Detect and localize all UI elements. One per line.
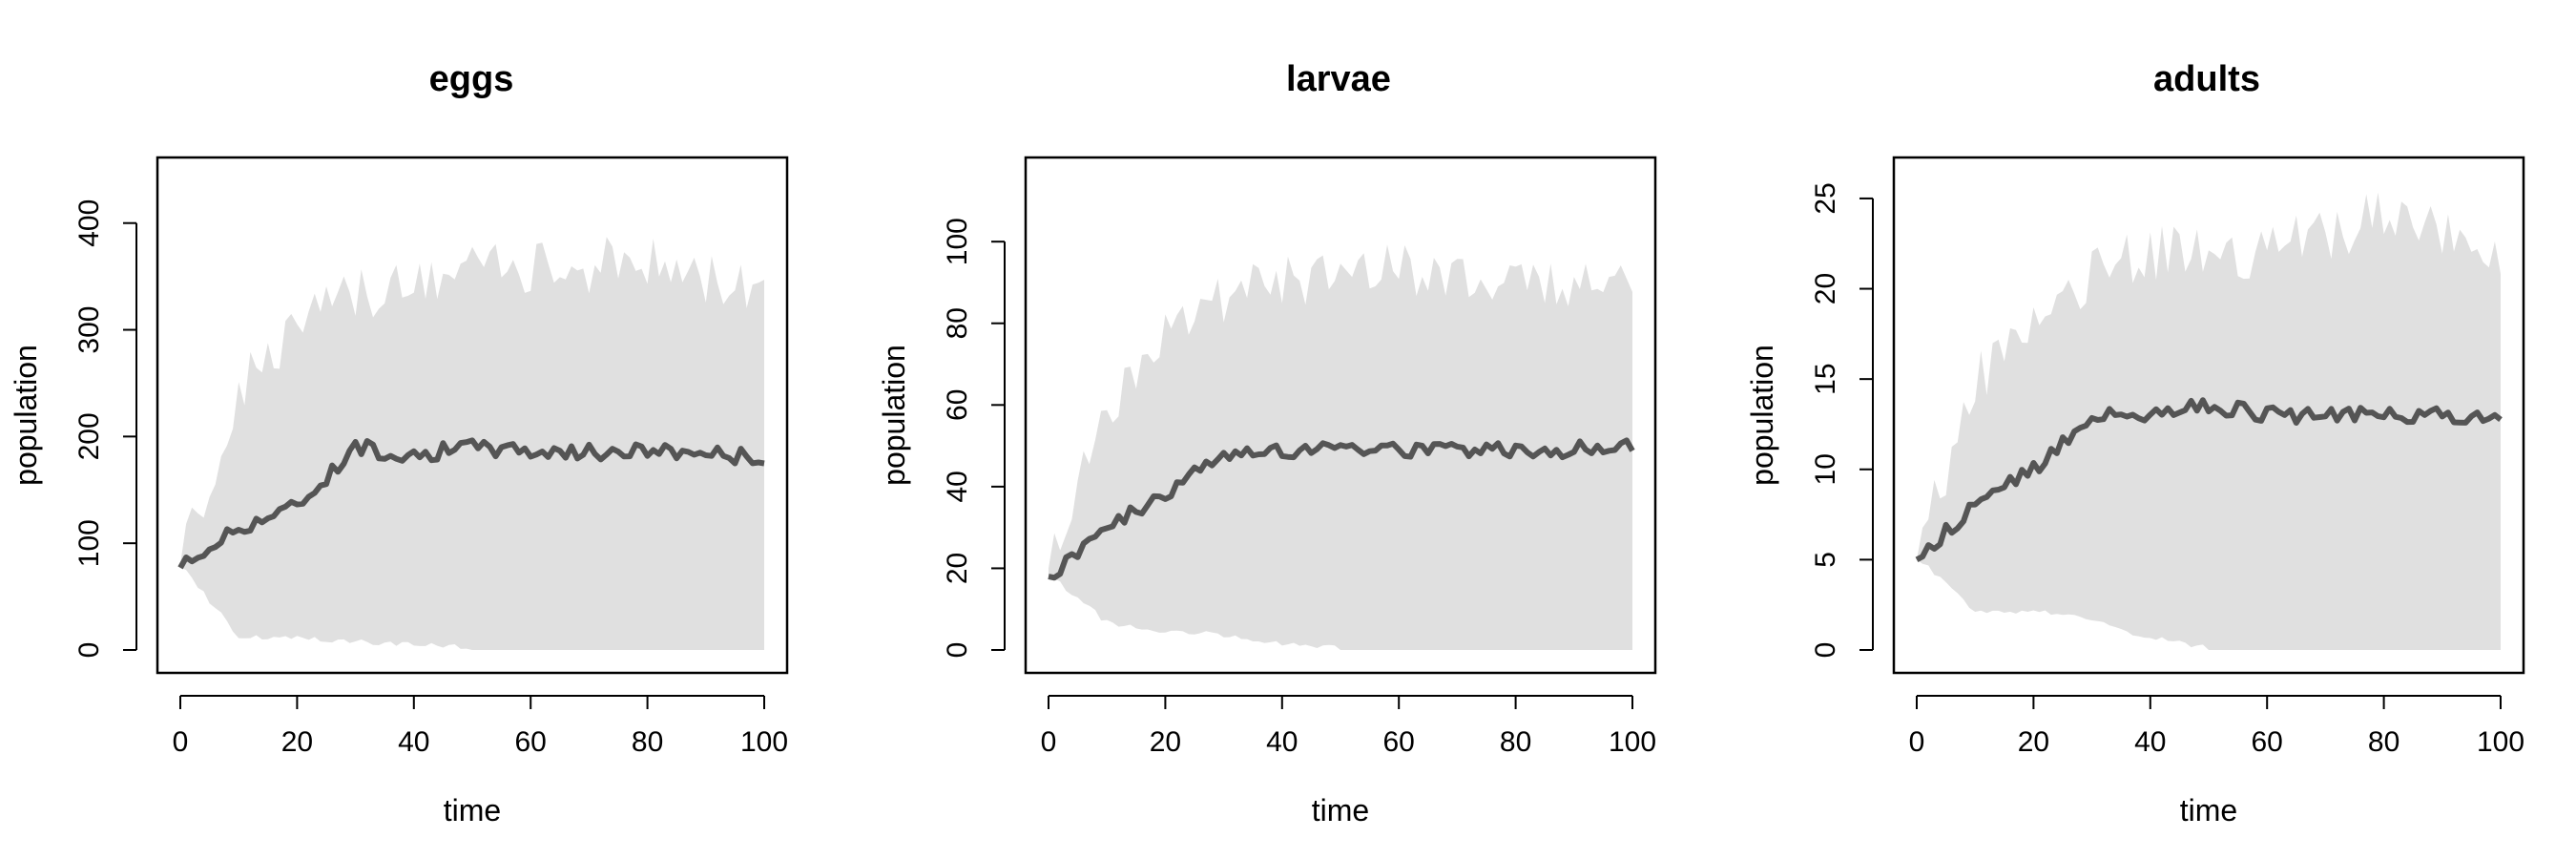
y-tick-label: 60 xyxy=(942,389,973,421)
mean-line xyxy=(177,437,765,570)
y-tick-label: 0 xyxy=(1810,642,1841,659)
y-tick-label: 0 xyxy=(942,642,973,659)
x-tick-label: 60 xyxy=(1383,726,1415,758)
x-tick-label: 80 xyxy=(632,726,663,758)
plot-frame xyxy=(156,156,789,675)
x-axis: 0 20 40 60 80 100 xyxy=(1041,695,1656,758)
x-tick-label: 20 xyxy=(2018,726,2049,758)
y-tick-label: 0 xyxy=(73,642,105,659)
x-tick-label: 0 xyxy=(1909,726,1925,758)
plot-area xyxy=(177,237,765,651)
x-tick-label: 0 xyxy=(1041,726,1057,758)
x-tick-label: 100 xyxy=(740,726,788,758)
y-tick-label: 15 xyxy=(1810,363,1841,394)
y-tick-label: 40 xyxy=(942,471,973,502)
y-axis-label: population xyxy=(1745,345,1779,486)
x-tick-label: 20 xyxy=(281,726,313,758)
y-tick-label: 200 xyxy=(73,412,105,460)
y-axis-label: population xyxy=(9,345,43,486)
plot-area xyxy=(1048,244,1635,650)
y-tick-label: 400 xyxy=(73,199,105,247)
x-tick-label: 80 xyxy=(2368,726,2399,758)
y-tick-label: 25 xyxy=(1810,182,1841,214)
y-tick-label: 20 xyxy=(1810,273,1841,304)
y-tick-label: 100 xyxy=(942,218,973,265)
x-axis: 0 20 40 60 80 100 xyxy=(1909,695,2524,758)
mean-line xyxy=(1048,437,1635,581)
x-tick-label: 20 xyxy=(1150,726,1181,758)
panel-title: eggs xyxy=(429,59,514,99)
y-tick-label: 80 xyxy=(942,307,973,339)
x-tick-label: 40 xyxy=(2134,726,2166,758)
y-axis: 0 100 200 300 400 xyxy=(73,199,137,659)
panel-title: larvae xyxy=(1286,59,1391,99)
panel-eggs: eggs 0 20 40 60 80 100 0 100 200 300 400 time pop… xyxy=(9,59,789,828)
plot-frame xyxy=(1024,156,1657,675)
mean-line xyxy=(1915,397,2503,563)
plot-frame xyxy=(1892,156,2525,675)
y-tick-label: 300 xyxy=(73,306,105,354)
x-tick-label: 60 xyxy=(515,726,547,758)
x-tick-label: 0 xyxy=(173,726,189,758)
y-tick-label: 100 xyxy=(73,519,105,567)
y-axis: 0 5 10 15 20 25 xyxy=(1810,182,1874,659)
x-axis-label: time xyxy=(1312,793,1369,828)
panel-title: adults xyxy=(2153,59,2260,99)
x-tick-label: 40 xyxy=(1266,726,1298,758)
confidence-band xyxy=(1917,192,2501,651)
x-tick-label: 60 xyxy=(2252,726,2283,758)
y-tick-label: 10 xyxy=(1810,453,1841,485)
y-axis-label: population xyxy=(877,345,911,486)
x-tick-label: 100 xyxy=(2477,726,2524,758)
panel-larvae: larvae 0 20 40 60 80 100 0 20 40 60 80 100 time po… xyxy=(877,59,1657,828)
y-axis: 0 20 40 60 80 100 xyxy=(942,218,1006,659)
y-tick-label: 5 xyxy=(1810,552,1841,568)
x-axis-label: time xyxy=(2180,793,2237,828)
plot-area xyxy=(1915,192,2503,651)
x-tick-label: 40 xyxy=(398,726,429,758)
x-axis-label: time xyxy=(444,793,501,828)
x-tick-label: 80 xyxy=(1500,726,1531,758)
x-tick-label: 100 xyxy=(1609,726,1656,758)
x-axis: 0 20 40 60 80 100 xyxy=(173,695,788,758)
panel-adults: adults 0 20 40 60 80 100 0 5 10 15 20 25 time popu… xyxy=(1745,59,2525,828)
y-tick-label: 20 xyxy=(942,553,973,584)
